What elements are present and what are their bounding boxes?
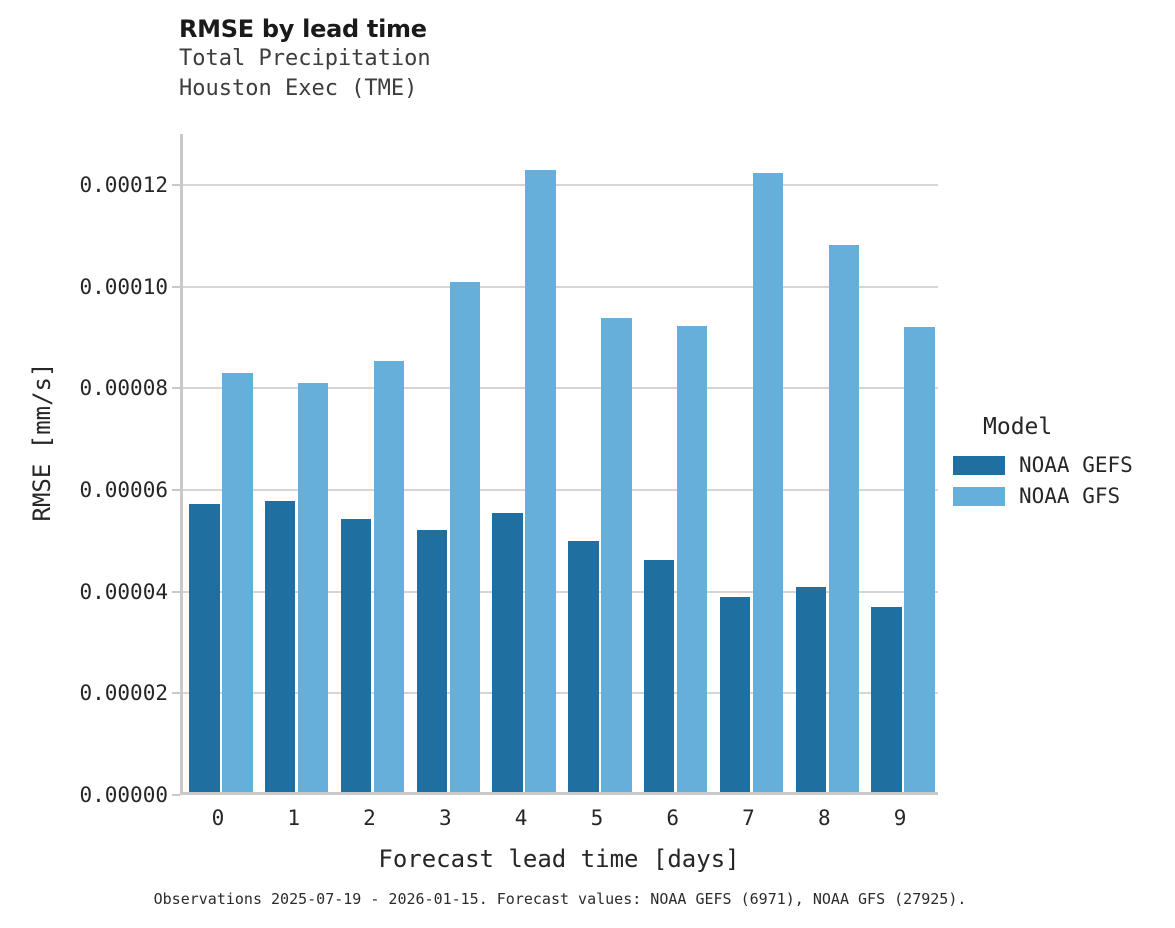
- bar-noaa-gfs-day-7: [752, 172, 784, 792]
- bar-noaa-gfs-day-0: [222, 373, 253, 792]
- bar-noaa-gefs-day-7: [719, 597, 751, 792]
- legend-item-label: NOAA GEFS: [1019, 453, 1133, 477]
- legend-item-label: NOAA GFS: [1019, 484, 1121, 508]
- bar-noaa-gefs-day-8: [795, 586, 826, 792]
- x-axis-tick-label: 5: [590, 806, 604, 830]
- bar-noaa-gefs-day-0: [189, 504, 220, 792]
- x-axis-title: Forecast lead time [days]: [378, 845, 740, 873]
- gridline: [183, 285, 938, 288]
- legend-item-noaa-gefs[interactable]: NOAA GEFS: [953, 450, 1168, 481]
- page-title: RMSE by lead time: [179, 15, 427, 43]
- y-axis-tick-labels: 0.00000 0.00002 0.00004 0.00006 0.00008 0.000…: [0, 0, 180, 928]
- bar-noaa-gfs-day-6: [677, 325, 708, 792]
- bars-layer: [183, 134, 938, 792]
- bar-noaa-gfs-day-3: [449, 282, 480, 792]
- title-block: RMSE by lead time Total Precipitation Ho…: [179, 14, 939, 104]
- chart-subtitle-station: Houston Exec (TME): [179, 76, 418, 101]
- bar-noaa-gefs-day-2: [340, 519, 372, 792]
- x-axis-tick-label: 8: [817, 806, 831, 830]
- legend-title: Model: [983, 414, 1053, 440]
- legend: Model NOAA GEFS NOAA GFS: [953, 412, 1168, 512]
- gridline: [183, 183, 938, 186]
- legend-items: NOAA GEFS NOAA GFS: [953, 450, 1168, 512]
- y-axis-tick-mark: [172, 692, 180, 695]
- x-axis-tick-label: 4: [514, 806, 528, 830]
- bar-noaa-gefs-day-6: [644, 560, 675, 792]
- x-axis-tick-label: 2: [363, 806, 376, 830]
- x-axis-tick-label: 6: [666, 806, 680, 830]
- y-axis-tick-mark: [172, 488, 180, 491]
- x-axis-tick-label: 3: [438, 806, 452, 830]
- y-axis-tick-label: 0.00006: [79, 477, 168, 502]
- plot-area: [180, 134, 938, 795]
- gridline: [183, 488, 938, 491]
- x-axis-tick-label: 0: [211, 806, 225, 830]
- y-axis-tick-mark: [172, 590, 180, 593]
- x-axis-tick-label: 9: [893, 806, 907, 830]
- legend-swatch-icon: [953, 487, 1005, 506]
- bar-noaa-gfs-day-5: [601, 317, 632, 792]
- bar-noaa-gfs-day-1: [298, 382, 329, 792]
- x-axis-tick-label: 7: [742, 806, 755, 830]
- bar-noaa-gfs-day-8: [828, 244, 859, 792]
- y-axis-tick-mark: [172, 285, 180, 288]
- y-axis-tick-mark: [172, 183, 180, 186]
- legend-swatch-icon: [953, 456, 1005, 475]
- y-axis-tick-label: 0.00012: [79, 172, 168, 197]
- y-axis-tick-mark: [172, 794, 180, 796]
- y-axis-tick-label: 0.00004: [79, 579, 168, 604]
- y-axis-tick-mark: [172, 387, 180, 390]
- chart-subtitle-variable: Total Precipitation: [179, 46, 431, 71]
- bar-noaa-gfs-day-9: [904, 326, 935, 792]
- bar-noaa-gefs-day-4: [492, 512, 523, 792]
- legend-item-noaa-gfs[interactable]: NOAA GFS: [953, 481, 1168, 512]
- y-axis-tick-label: 0.00000: [79, 783, 168, 807]
- bar-noaa-gfs-day-2: [373, 361, 405, 792]
- gridline: [183, 590, 938, 593]
- y-axis-tick-label: 0.00002: [79, 681, 168, 706]
- y-axis-tick-label: 0.00008: [79, 376, 168, 401]
- bar-noaa-gefs-day-3: [416, 529, 447, 792]
- bar-noaa-gfs-day-4: [525, 169, 556, 792]
- y-axis-tick-label: 0.00010: [79, 274, 168, 299]
- bar-noaa-gefs-day-5: [568, 541, 599, 792]
- x-axis-tick-label: 1: [287, 806, 301, 830]
- bar-noaa-gefs-day-9: [871, 607, 902, 792]
- gridline: [183, 387, 938, 390]
- gridline: [183, 692, 938, 695]
- bar-noaa-gefs-day-1: [265, 500, 296, 792]
- footnote: Observations 2025-07-19 - 2026-01-15. Fo…: [153, 890, 967, 908]
